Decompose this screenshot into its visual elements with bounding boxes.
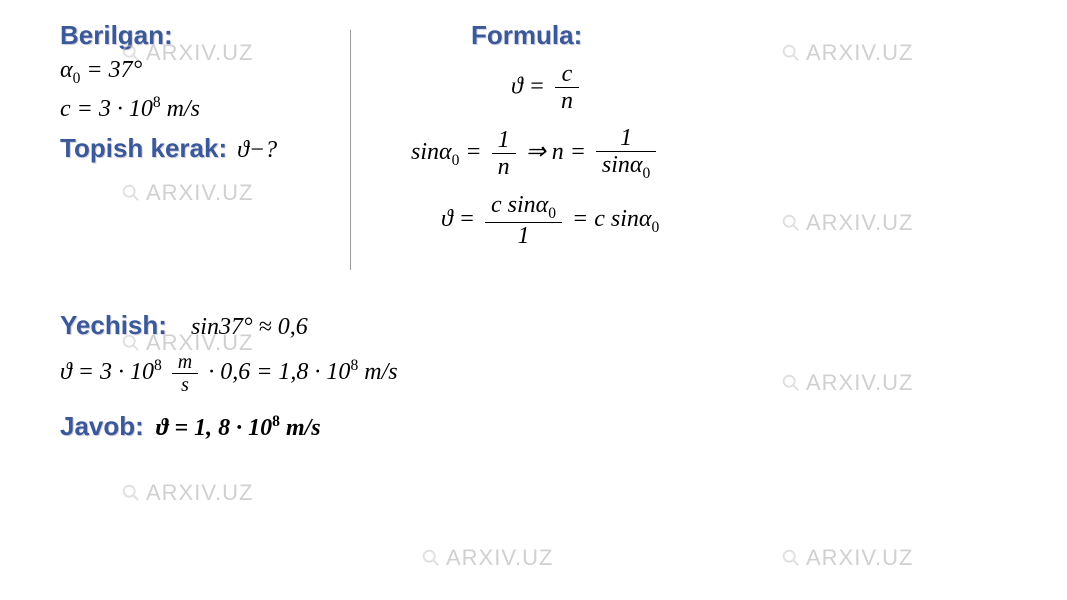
formula-2: sinα0 = 1 n ⇒ n = 1 sinα0: [411, 125, 1007, 182]
formula-1: ϑ = c n: [511, 61, 1007, 115]
find-theta: ϑ−?: [237, 137, 277, 163]
watermark: ARXIV.UZ: [780, 545, 913, 571]
given-alpha: α0 = 37°: [60, 57, 310, 88]
formula-heading: Formula:: [471, 20, 1007, 51]
berilgan-heading: Berilgan:: [60, 20, 310, 51]
yechish-heading: Yechish:: [60, 310, 167, 340]
vertical-divider: [350, 30, 351, 270]
watermark: ARXIV.UZ: [120, 480, 253, 506]
watermark: ARXIV.UZ: [420, 545, 553, 571]
answer-value: ϑ = 1, 8 · 108 m/s: [156, 415, 321, 441]
javob-heading: Javob:: [60, 411, 144, 441]
calculation: ϑ = 3 · 108 m s · 0,6 = 1,8 · 108 m/s: [60, 351, 1007, 396]
topish-heading: Topish kerak:: [60, 133, 227, 163]
formula-3: ϑ = c sinα0 1 = c sinα0: [441, 192, 1007, 249]
sin37-value: sin37° ≈ 0,6: [191, 314, 308, 340]
given-c: c = 3 · 108 m/s: [60, 94, 310, 123]
